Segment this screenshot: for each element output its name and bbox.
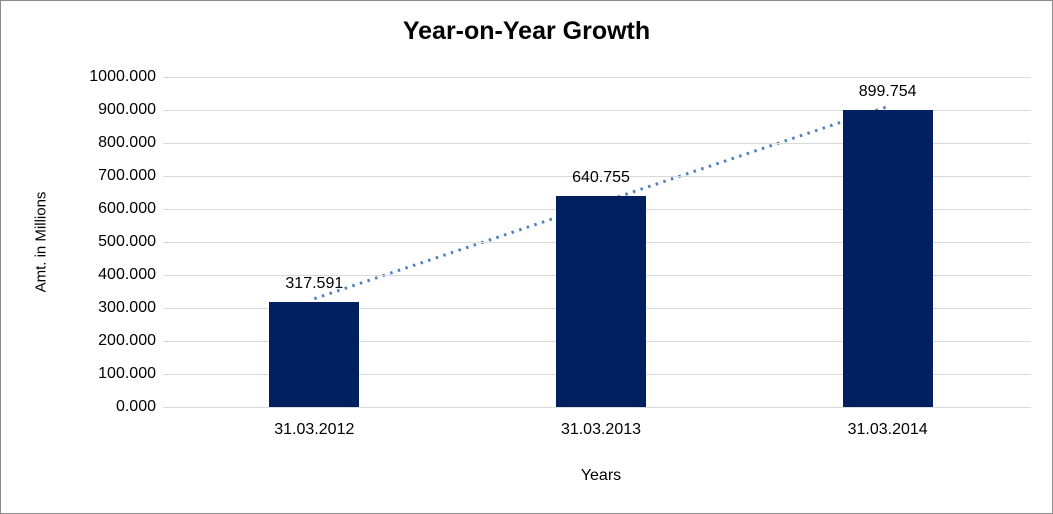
axis-tick	[163, 307, 171, 309]
chart-title: Year-on-Year Growth	[402, 17, 651, 45]
y-tick-label: 0.000	[115, 398, 156, 415]
x-tick-label: 31.03.2012	[274, 421, 355, 438]
x-tick-label: 31.03.2013	[560, 421, 642, 438]
gridline	[171, 175, 1031, 177]
y-tick-label: 800.000	[98, 134, 156, 151]
gridline	[171, 109, 1031, 111]
x-axis-title: Years	[580, 467, 622, 484]
bar	[842, 110, 933, 407]
axis-tick	[163, 208, 171, 210]
axis-tick	[163, 175, 171, 177]
axis-tick	[163, 142, 171, 144]
y-tick-label: 500.000	[98, 233, 156, 250]
gridline	[171, 406, 1031, 408]
y-tick-label: 900.000	[98, 101, 156, 118]
axis-tick	[163, 241, 171, 243]
plot-area: 0.000 100.000 200.000 300.000 400.000 500.000…	[89, 68, 1031, 438]
y-tick-label: 700.000	[98, 167, 156, 184]
axis-tick	[163, 340, 171, 342]
gridline	[171, 142, 1031, 144]
bar	[556, 195, 646, 407]
y-tick-label: 300.000	[98, 299, 156, 316]
y-tick-label: 1000.000	[89, 68, 156, 85]
axis-tick	[163, 274, 171, 276]
bar-data-label: 317.591	[285, 275, 344, 293]
bar	[269, 302, 360, 407]
y-tick-label: 600.000	[98, 200, 156, 217]
axis-tick	[163, 76, 171, 78]
axis-tick	[163, 373, 171, 375]
bar-data-label: 899.754	[858, 83, 917, 101]
axis-tick	[163, 406, 171, 408]
y-tick-label: 100.000	[98, 365, 156, 382]
bar-data-label: 640.755	[572, 168, 630, 186]
y-tick-label: 200.000	[98, 332, 156, 349]
y-tick-label: 400.000	[98, 266, 156, 283]
axis-tick	[163, 109, 171, 111]
gridline	[171, 76, 1031, 78]
x-tick-label: 31.03.2014	[847, 421, 928, 438]
